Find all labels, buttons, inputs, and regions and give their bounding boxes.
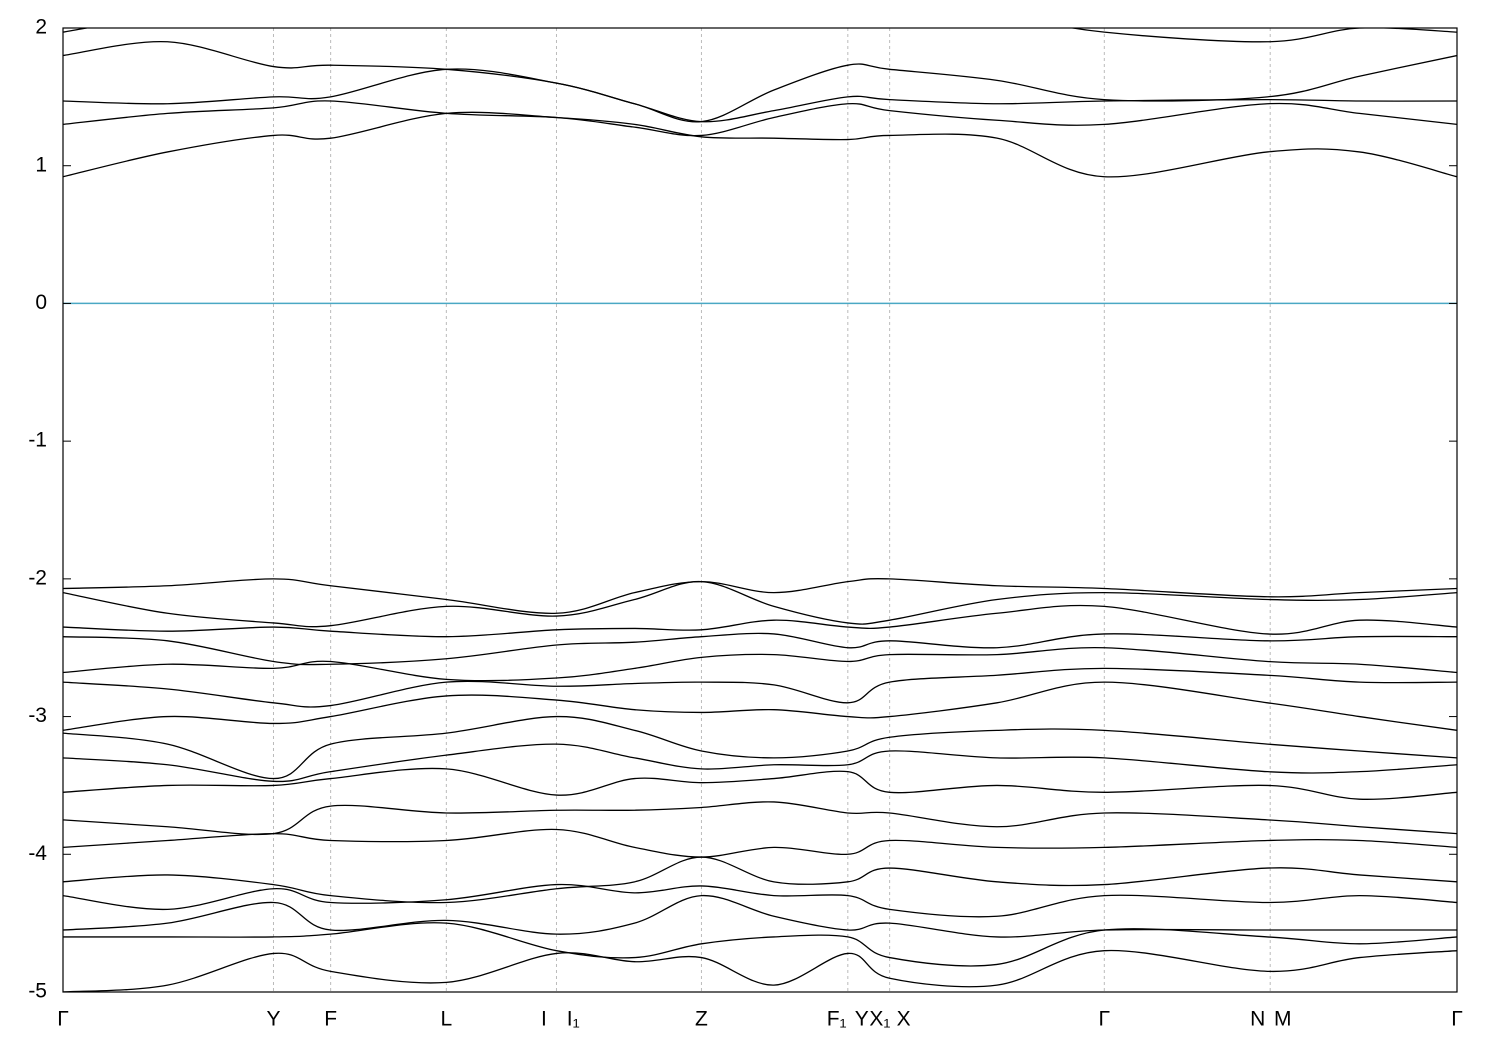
band-line xyxy=(63,949,1457,992)
x-tick-label: Z xyxy=(695,1008,708,1031)
bands xyxy=(63,28,1457,992)
y-tick-label: -2 xyxy=(28,566,47,589)
y-tick-label: 0 xyxy=(35,291,47,314)
band-line xyxy=(63,743,1457,783)
x-tick-label: F₁ xyxy=(827,1008,847,1031)
band-line xyxy=(63,632,1457,666)
band-line xyxy=(63,111,1457,178)
plot-frame xyxy=(62,27,1458,993)
x-tick-label: Y xyxy=(266,1008,280,1031)
x-tick-label: Γ xyxy=(1451,1008,1463,1031)
y-tick-label: -5 xyxy=(28,980,47,1003)
grid xyxy=(63,28,1457,992)
band-line xyxy=(63,40,1457,123)
band-line xyxy=(63,767,1457,800)
x-tick-label: Γ xyxy=(57,1008,69,1031)
x-tick-label: Y xyxy=(855,1008,869,1031)
x-tick-label: L xyxy=(441,1008,453,1031)
band-line xyxy=(63,801,1457,836)
x-tick-label: X xyxy=(897,1008,911,1031)
band-line xyxy=(63,883,1457,918)
x-tick-label: M xyxy=(1274,1008,1292,1031)
y-tick-label: -1 xyxy=(28,429,47,452)
x-tick-label: I xyxy=(541,1008,547,1031)
band-line xyxy=(63,856,1457,904)
y-tick-label: 1 xyxy=(35,153,47,176)
band-line xyxy=(63,100,1457,137)
y-tick-label: 2 xyxy=(35,16,47,39)
band-line xyxy=(63,580,1457,628)
x-tick-label: Γ xyxy=(1099,1008,1111,1031)
band-line xyxy=(63,28,1457,43)
band-line xyxy=(63,681,1457,731)
band-line xyxy=(63,68,1457,123)
band-line xyxy=(63,604,1457,638)
band-line xyxy=(63,828,1457,858)
x-tick-label: N xyxy=(1250,1008,1265,1031)
x-tick-label: F xyxy=(324,1008,337,1031)
band-line xyxy=(63,578,1457,614)
x-tick-label: X₁ xyxy=(869,1008,890,1031)
band-line xyxy=(63,715,1457,780)
band-line xyxy=(63,667,1457,708)
y-tick-label: -3 xyxy=(28,704,47,727)
y-tick-label: -4 xyxy=(28,842,47,865)
band-line xyxy=(63,646,1457,682)
band-line xyxy=(63,922,1457,967)
x-tick-label: I₁ xyxy=(567,1008,580,1031)
band-line xyxy=(63,894,1457,938)
